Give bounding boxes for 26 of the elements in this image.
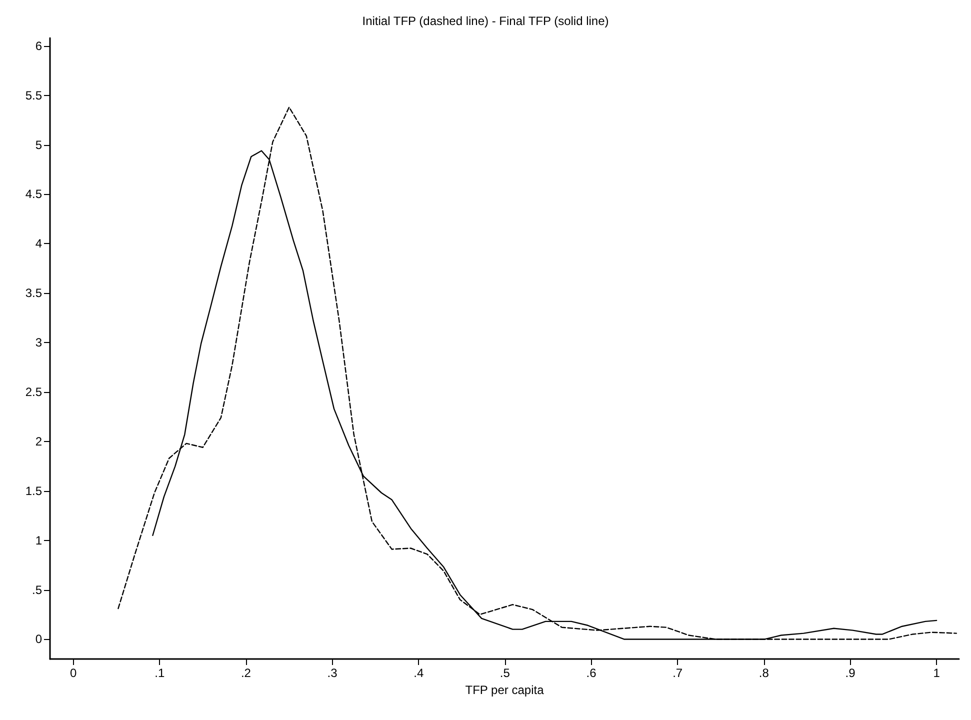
y-tick-label: .5: [32, 582, 42, 597]
x-axis-title: TFP per capita: [465, 682, 544, 697]
x-tick-label: .6: [586, 666, 597, 680]
x-tick-label: .8: [758, 666, 770, 680]
x-tick-label: .9: [845, 666, 856, 680]
x-tick-label: .1: [154, 666, 165, 680]
y-tick-label: 5: [35, 138, 42, 152]
y-tick-label: 1: [35, 533, 42, 548]
y-tick-label: 0: [35, 632, 42, 646]
y-tick-label: 4.5: [25, 187, 42, 202]
x-tick-label: 1: [933, 666, 940, 680]
y-tick-label: 5.5: [25, 88, 42, 102]
y-tick-label: 3: [35, 336, 42, 350]
y-tick-label: 3.5: [25, 286, 42, 300]
chart-title: Initial TFP (dashed line) - Final TFP (solid line): [362, 14, 609, 28]
y-tick-label: 2.5: [25, 385, 42, 400]
x-tick-label: .3: [327, 666, 338, 680]
y-tick-label: 2: [35, 434, 42, 448]
x-tick-label: 0: [70, 666, 77, 680]
y-tick-label: 6: [35, 38, 42, 53]
y-tick-label: 1.5: [25, 484, 42, 498]
x-tick-label: .2: [240, 666, 252, 680]
y-tick-label: 4: [35, 236, 42, 251]
x-tick-label: .4: [414, 666, 424, 680]
x-tick-label: .7: [672, 666, 683, 680]
x-tick-label: .5: [500, 666, 510, 680]
